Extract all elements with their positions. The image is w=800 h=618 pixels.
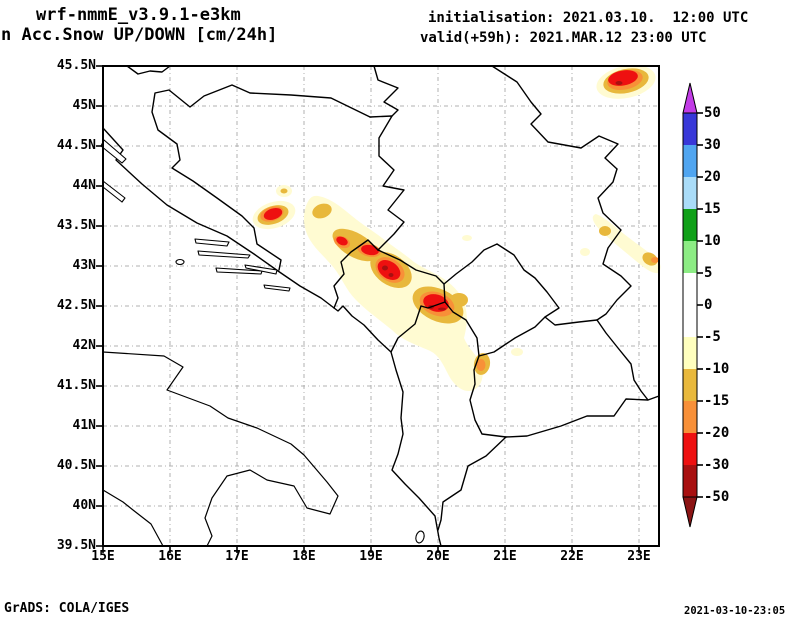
border-montenegro-albania: [390, 301, 446, 353]
lat-label: 39.5N: [56, 538, 96, 553]
colorbar-label: -30: [704, 457, 730, 473]
lon-label: 20E: [426, 549, 450, 564]
colorbar-label: 50: [704, 105, 721, 121]
grads-credit: GrADS: COLA/IGES: [4, 601, 130, 616]
init-time-label: initialisation: 2021.03.10. 12:00 UTC: [428, 10, 749, 26]
border-albania-macedonia: [469, 355, 507, 438]
colorbar-label: -10: [704, 361, 730, 377]
border-slovenia-croatia: [126, 65, 171, 75]
border-serbia-romania: [491, 65, 619, 170]
adriatic-islands: [100, 139, 425, 544]
lat-label: 42N: [72, 338, 96, 353]
colorbar-label: -50: [704, 489, 730, 505]
colorbar-label: -20: [704, 425, 730, 441]
border-macedonia-bulgaria: [596, 319, 649, 401]
lon-label: 21E: [493, 549, 517, 564]
field-title: n Acc.Snow UP/DOWN [cm/24h]: [1, 25, 278, 45]
lon-label: 16E: [158, 549, 182, 564]
border-croatia-serbia: [373, 65, 399, 117]
model-title: wrf-nmmE_v3.9.1-e3km: [36, 5, 241, 25]
border-kosovo: [443, 243, 560, 357]
lat-label: 44.5N: [56, 138, 96, 153]
colorbar-arrow-bottom: [682, 496, 698, 528]
border-macedonia-greece: [505, 395, 660, 438]
lat-label: 43N: [72, 258, 96, 273]
coastline-and-borders: [100, 65, 660, 547]
border-serbia-bulgaria: [596, 168, 632, 321]
colorbar-label: 0: [704, 297, 713, 313]
border-montenegro-serbia: [377, 249, 445, 285]
colorbar-label: -15: [704, 393, 730, 409]
colorbar-label: 5: [704, 265, 713, 281]
italy-coastline-west: [102, 489, 164, 547]
valid-time-label: valid(+59h): 2021.MAR.12 23:00 UTC: [420, 30, 707, 46]
lon-label: 17E: [225, 549, 249, 564]
colorbar-ticks: [697, 112, 703, 498]
border-serbia-macedonia: [544, 316, 598, 326]
lat-label: 41N: [72, 418, 96, 433]
lat-label: 45N: [72, 98, 96, 113]
colorbar-label: 20: [704, 169, 721, 185]
lat-label: 41.5N: [56, 378, 96, 393]
adriatic-coastline: [102, 127, 442, 547]
colorbar-label: 15: [704, 201, 721, 217]
snow-shading-halo: [252, 65, 661, 392]
italy-coastline: [102, 351, 339, 547]
lat-label: 44N: [72, 178, 96, 193]
lon-label: 23E: [627, 549, 651, 564]
lat-label: 40.5N: [56, 458, 96, 473]
lat-label: 42.5N: [56, 298, 96, 313]
colorbar-arrow-top: [682, 82, 698, 114]
colorbar: [682, 82, 703, 528]
lat-label: 43.5N: [56, 218, 96, 233]
lon-label: 19E: [359, 549, 383, 564]
border-albania-greece: [437, 436, 507, 531]
colorbar-label: 30: [704, 137, 721, 153]
border-bosnia-serbia: [369, 115, 405, 251]
border-bosnia-montenegro: [333, 239, 379, 309]
lat-label: 45.5N: [56, 58, 96, 73]
border-croatia-bosnia: [151, 84, 371, 271]
lat-label: 40N: [72, 498, 96, 513]
colorbar-label: 10: [704, 233, 721, 249]
colorbar-label: -5: [704, 329, 721, 345]
lon-label: 18E: [292, 549, 316, 564]
lon-label: 22E: [560, 549, 584, 564]
creation-timestamp: 2021-03-10-23:05: [684, 605, 786, 617]
axis-ticks: [96, 65, 640, 553]
lon-label: 15E: [91, 549, 115, 564]
